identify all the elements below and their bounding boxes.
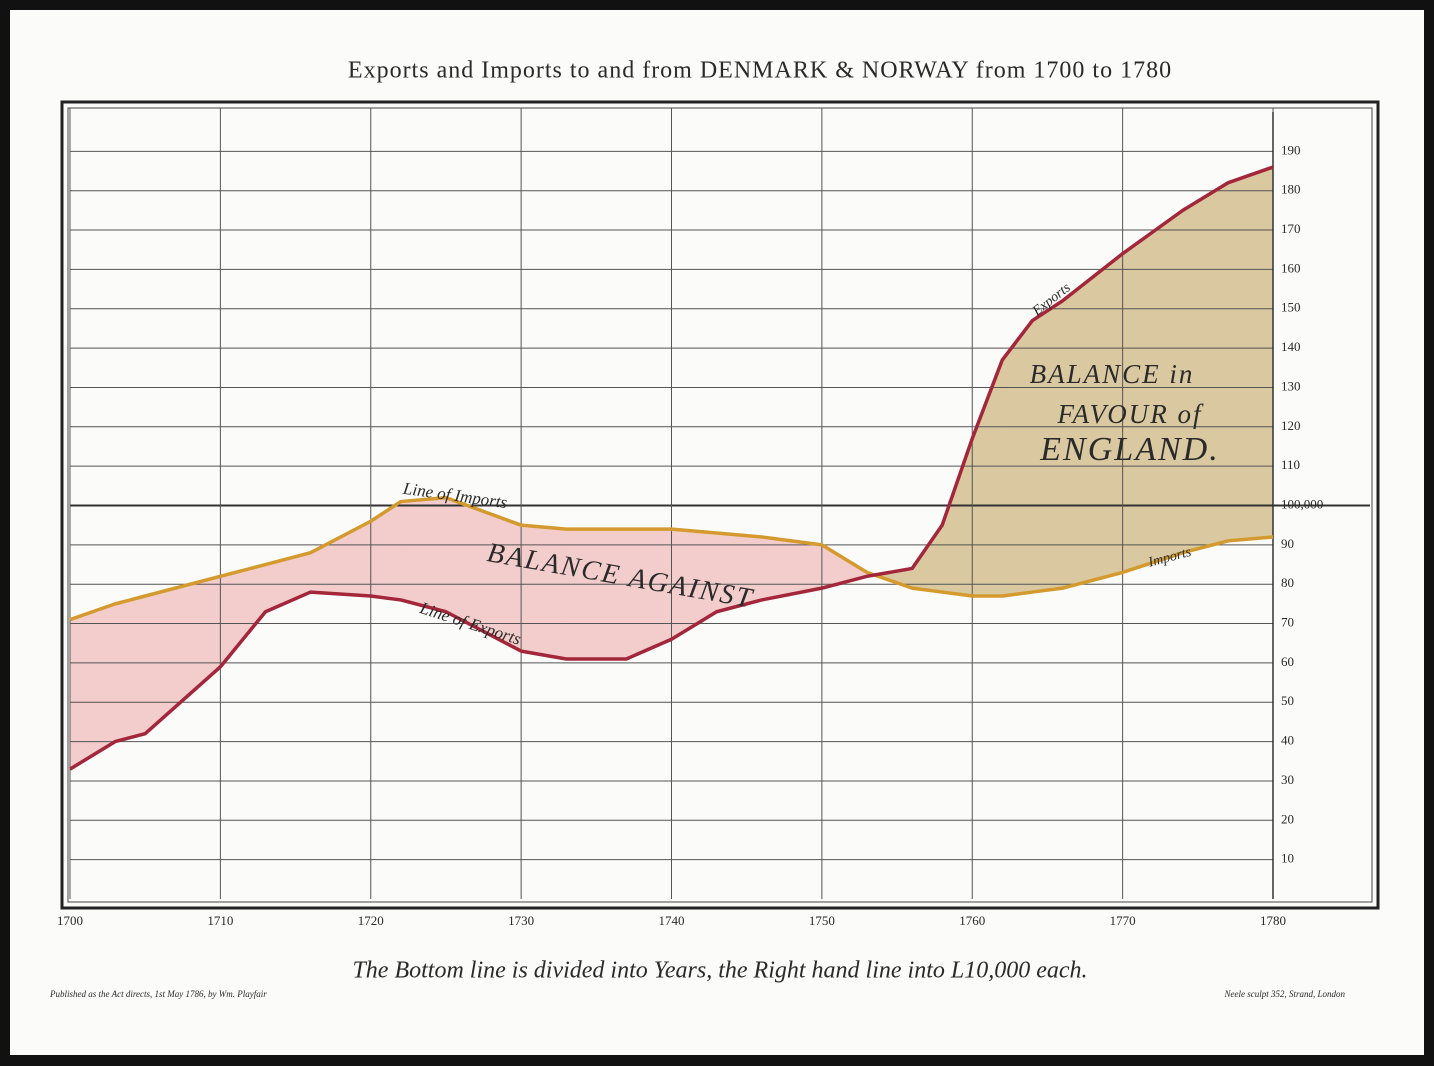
y-tick-label: 90 <box>1281 536 1294 551</box>
y-tick-label: 110 <box>1281 457 1300 472</box>
x-tick-label: 1770 <box>1110 913 1136 928</box>
frame-inner <box>67 107 1373 903</box>
balance-area <box>400 497 447 613</box>
y-tick-label: 10 <box>1281 851 1294 866</box>
y-tick-label: 70 <box>1281 615 1294 630</box>
x-tick-label: 1730 <box>508 913 534 928</box>
imprint-right: Neele sculpt 352, Strand, London <box>1224 989 1346 999</box>
balance-area <box>565 528 627 660</box>
y-tick-label: 130 <box>1281 378 1301 393</box>
y-tick-label: 20 <box>1281 811 1294 826</box>
annotation: FAVOUR of <box>1056 399 1204 429</box>
y-tick-label: 100,000 <box>1281 496 1323 511</box>
x-tick-label: 1720 <box>358 913 384 928</box>
y-tick-label: 80 <box>1281 575 1294 590</box>
chart-title: Exports and Imports to and from DENMARK … <box>348 58 1172 84</box>
series-line <box>69 495 1274 622</box>
y-tick-label: 160 <box>1281 260 1301 275</box>
frame-outer <box>60 100 1380 910</box>
series-line <box>69 165 1274 771</box>
annotation: BALANCE in <box>1030 359 1195 389</box>
annotation: ENGLAND. <box>1039 431 1219 468</box>
balance-area <box>114 595 146 743</box>
y-tick-label: 40 <box>1281 733 1294 748</box>
y-tick-label: 140 <box>1281 339 1301 354</box>
balance-area <box>1001 319 1033 597</box>
x-tick-label: 1700 <box>57 913 83 928</box>
y-tick-label: 60 <box>1281 654 1294 669</box>
x-tick-label: 1710 <box>207 913 233 928</box>
y-tick-label: 150 <box>1281 300 1301 315</box>
balance-area <box>1122 209 1184 573</box>
y-tick-label: 170 <box>1281 221 1301 236</box>
y-tick-label: 50 <box>1281 693 1294 708</box>
balance-areas <box>69 166 1274 770</box>
imprint-left: Published as the Act directs, 1st May 17… <box>49 989 267 999</box>
x-tick-label: 1740 <box>659 913 685 928</box>
x-tick-label: 1780 <box>1260 913 1286 928</box>
y-tick-label: 30 <box>1281 772 1294 787</box>
x-tick-label: 1750 <box>809 913 835 928</box>
y-tick-label: 190 <box>1281 142 1301 157</box>
y-tick-label: 180 <box>1281 182 1301 197</box>
balance-area <box>1227 166 1274 542</box>
x-tick-label: 1760 <box>959 913 985 928</box>
y-tick-label: 120 <box>1281 418 1301 433</box>
footer: The Bottom line is divided into Years, t… <box>352 958 1087 984</box>
